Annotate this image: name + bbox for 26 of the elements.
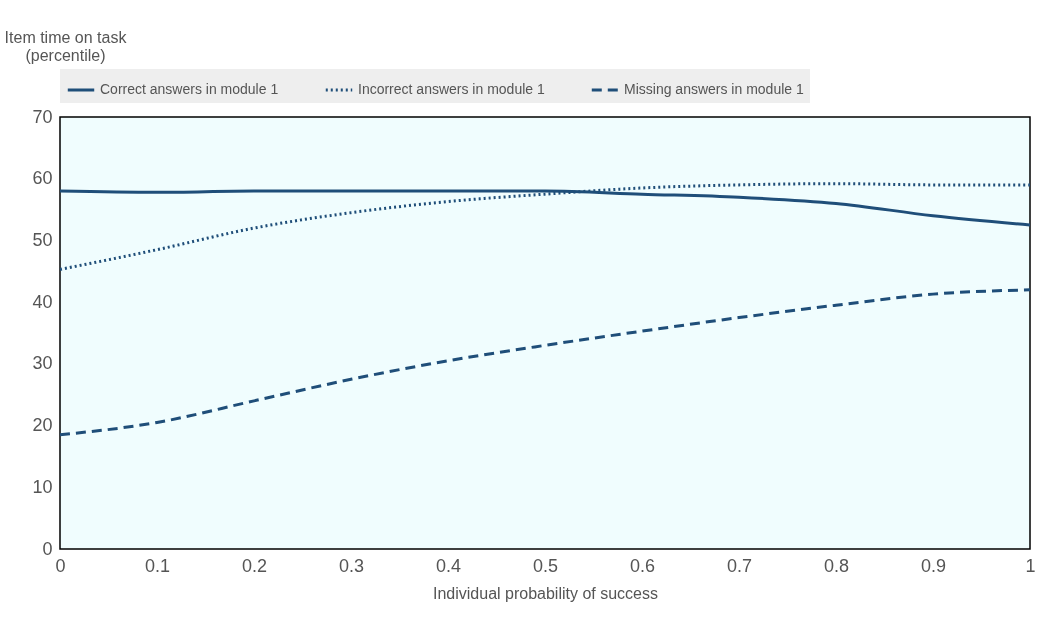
y-tick-label: 40 [32, 291, 53, 312]
y-tick-label: 10 [32, 476, 53, 497]
y-tick-label: 60 [32, 168, 53, 189]
x-tick-label: 0.4 [435, 555, 462, 576]
x-tick-label: 0.1 [144, 555, 171, 576]
x-tick-label: 0.5 [532, 555, 559, 576]
y-tick-label: 30 [32, 353, 53, 374]
x-tick-label: 0.3 [338, 555, 365, 576]
x-tick-label: 0.2 [241, 555, 268, 576]
legend-label: Incorrect answers in module 1 [358, 81, 545, 97]
y-tick-label: 20 [32, 415, 53, 436]
x-tick-label: 0.7 [726, 555, 753, 576]
legend-label: Missing answers in module 1 [624, 81, 804, 97]
x-tick-label: 0 [55, 555, 66, 576]
y-axis-title: Item time on task (percentile) [4, 28, 128, 64]
y-tick-label: 70 [32, 106, 53, 127]
x-tick-label: 0.6 [629, 555, 656, 576]
x-axis-title: Individual probability of success [432, 584, 659, 602]
y-tick-label: 0 [42, 538, 53, 559]
line-series [58, 288, 1032, 437]
y-tick-label: 50 [32, 229, 53, 250]
x-tick-label: 1 [1025, 555, 1036, 576]
line-series [58, 182, 1032, 271]
x-tick-label: 0.9 [920, 555, 947, 576]
x-tick-label: 0.8 [823, 555, 850, 576]
legend-label: Correct answers in module 1 [100, 81, 279, 97]
